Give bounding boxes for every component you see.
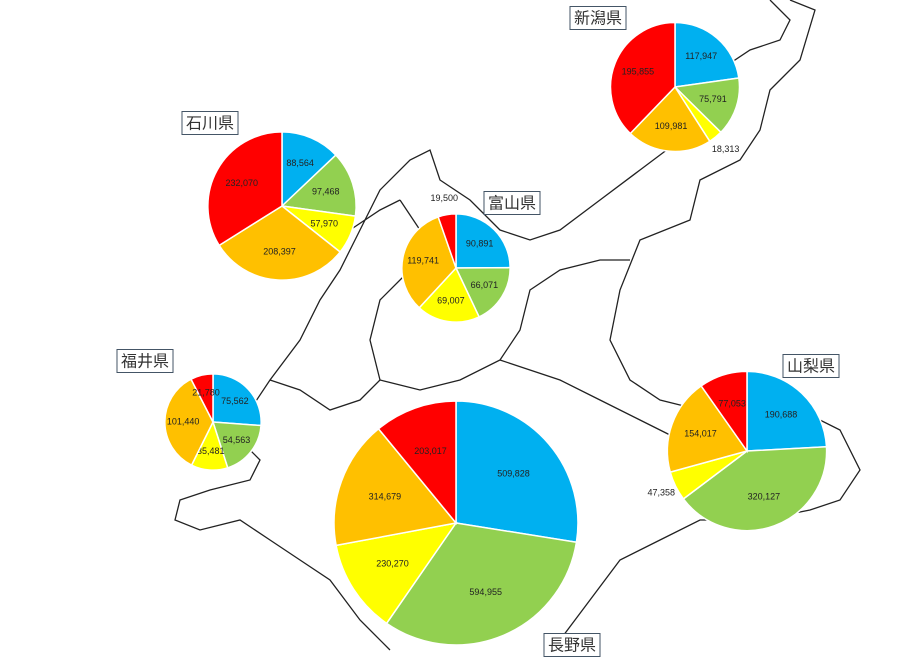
pie-slice [212, 373, 262, 427]
pie-slice [455, 400, 579, 544]
pie-slice [333, 427, 458, 547]
value-label: 75,791 [699, 94, 727, 104]
value-label: 232,070 [226, 178, 259, 188]
pie-slice [674, 21, 740, 88]
pie-title: 長野県 [548, 636, 596, 655]
value-label: 18,313 [712, 144, 740, 154]
pie-slice [377, 400, 457, 526]
value-label: 77,053 [718, 398, 746, 408]
pie-slice [401, 215, 457, 309]
pie-slice [281, 131, 337, 208]
value-label: 101,440 [167, 417, 200, 427]
pie-slice [211, 421, 262, 469]
pie-title: 富山県 [488, 194, 536, 213]
value-label: 69,007 [437, 296, 465, 306]
pie-slice [280, 153, 357, 217]
pie-slice [455, 213, 511, 269]
value-label: 21,780 [192, 387, 220, 397]
value-label: 509,828 [497, 468, 530, 478]
value-label: 203,017 [414, 446, 447, 456]
value-label: 57,970 [311, 218, 339, 228]
title-box [483, 191, 541, 215]
value-label: 119,741 [407, 256, 439, 266]
value-label: 47,358 [647, 488, 675, 498]
value-label: 195,855 [622, 66, 655, 76]
pie-title: 山梨県 [787, 357, 835, 376]
pie-slice [218, 205, 342, 281]
pie-title: 新潟県 [574, 9, 622, 28]
value-label: 190,688 [765, 410, 798, 420]
value-label: 154,017 [684, 429, 717, 439]
title-box [181, 111, 239, 135]
pie-title: 石川県 [186, 114, 234, 133]
value-label: 90,891 [466, 239, 494, 249]
value-label: 109,981 [655, 121, 688, 131]
pie-slice [673, 77, 741, 134]
pie-slice [629, 85, 711, 153]
value-label: 35,481 [197, 446, 225, 456]
title-box [543, 633, 601, 657]
value-label: 75,562 [221, 396, 249, 406]
pie-slice [700, 370, 748, 454]
title-box [116, 349, 174, 373]
pie-slice [418, 266, 481, 323]
pie-title: 福井県 [121, 352, 169, 371]
title-box [569, 6, 627, 30]
pie-slice [164, 378, 214, 467]
pie-slice [335, 521, 458, 625]
value-label: 230,270 [376, 559, 409, 569]
value-label: 314,679 [369, 492, 402, 502]
value-label: 66,071 [471, 280, 499, 290]
pie-slice [666, 384, 749, 474]
value-label: 594,955 [469, 587, 502, 597]
pie-slice [207, 131, 283, 247]
pie-slice [682, 446, 828, 532]
value-label: 320,127 [748, 492, 781, 502]
pie-slice [746, 370, 828, 452]
pie-slice [437, 213, 457, 269]
pie-slice [609, 21, 676, 135]
value-label: 97,468 [312, 186, 340, 196]
pie-slice [385, 522, 578, 646]
value-label: 117,947 [685, 51, 717, 61]
value-label: 54,563 [223, 435, 251, 445]
title-box [782, 354, 840, 378]
value-label: 88,564 [286, 158, 314, 168]
pie-slice [190, 373, 214, 423]
value-label: 208,397 [263, 246, 296, 256]
pie-slice [454, 266, 511, 318]
value-label: 19,500 [431, 193, 459, 203]
